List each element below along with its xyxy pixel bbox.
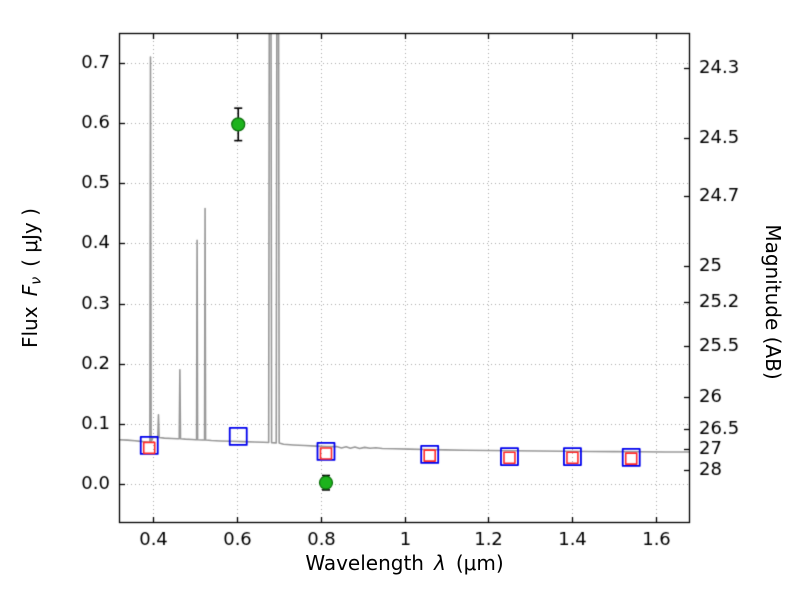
nu-subscript: ν [28,276,45,285]
y-axis-title-left-text: Flux [18,306,42,348]
x-axis-title: Wavelength λ (μm) [119,551,690,575]
lambda-symbol: λ [434,551,446,575]
x-axis-unit: (μm) [455,551,504,575]
x-axis-title-text: Wavelength [305,551,424,575]
y-axis-left-unit: ( μJy ) [18,208,42,267]
y-axis-title-right: Magnitude (AB) [761,224,785,379]
y-axis-title-right-text: Magnitude (AB) [761,224,785,380]
flux-symbol: F [18,284,42,297]
